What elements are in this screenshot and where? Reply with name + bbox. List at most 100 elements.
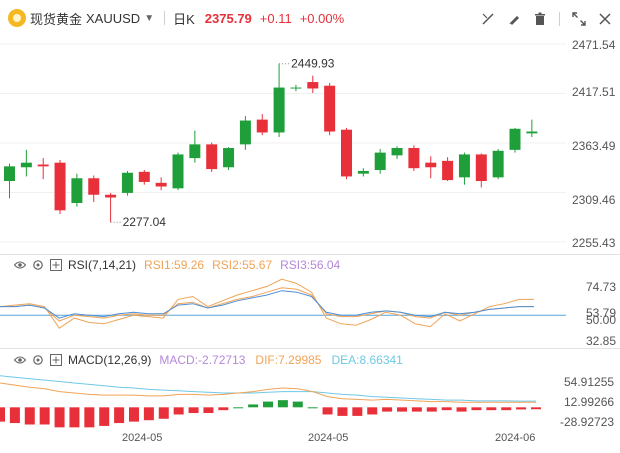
candle-body (155, 182, 167, 187)
delete-icon[interactable] (533, 12, 547, 26)
price-tick-label: 2309.46 (572, 193, 616, 207)
date-tick-label: 2024-05 (308, 432, 349, 444)
rsi-tick-label: 50.00 (586, 313, 617, 327)
macd-bar (337, 407, 348, 416)
dea-value: DEA:8.66341 (331, 353, 403, 367)
rsi1-value: RSI1:59.26 (144, 258, 205, 272)
rsi-chart[interactable] (0, 272, 566, 344)
macd-bar (143, 407, 154, 421)
candle-body (223, 148, 235, 168)
dif-value: DIF:7.29985 (255, 353, 322, 367)
macd-bar (233, 407, 244, 409)
date-tick-label: 2024-05 (122, 432, 163, 444)
symbol-selector[interactable]: XAUUSD (86, 10, 141, 26)
candle-body (4, 166, 15, 182)
candle-body (526, 131, 538, 134)
brush-icon[interactable] (507, 12, 521, 26)
macd-bar (39, 407, 50, 425)
candle-body (341, 129, 352, 177)
macd-bar (516, 407, 527, 410)
candle-body (357, 170, 369, 174)
macd-bar (441, 407, 452, 411)
toolbar (469, 12, 612, 26)
candlestick-chart[interactable]: 2449.93 2277.04 (0, 36, 566, 252)
macd-tick-label: 54.91255 (564, 375, 615, 389)
macd-tick-label: -28.92723 (560, 415, 615, 429)
rsi-tick-label: 53.79 (586, 306, 617, 320)
macd-bar (486, 407, 497, 411)
macd-bar (471, 407, 482, 411)
period-selector[interactable]: 日K (173, 11, 195, 27)
last-price: 2375.79 (204, 10, 252, 26)
macd-bar (9, 407, 20, 424)
macd-bar (129, 407, 139, 422)
candle-body (239, 120, 251, 145)
price-tick-label: 2255.43 (572, 236, 616, 250)
price-tick-label: 2471.54 (572, 38, 616, 52)
candle-body (307, 82, 319, 89)
candle-body (20, 162, 32, 168)
candle-body (290, 87, 302, 89)
price-tick-label: 2363.49 (572, 139, 616, 153)
macd-value: MACD:-2.72713 (159, 353, 246, 367)
settings-icon[interactable] (32, 259, 44, 271)
candle-body (475, 154, 487, 182)
candle-body (408, 148, 420, 169)
candle-body (138, 171, 150, 182)
rsi-title: RSI(7,14,21) (68, 258, 137, 272)
dea-line (0, 375, 536, 402)
candle-body (256, 119, 268, 133)
macd-bar (263, 401, 273, 408)
add-indicator-icon[interactable] (50, 354, 62, 366)
rsi3-value: RSI3:56.04 (280, 258, 341, 272)
macd-bar (24, 407, 35, 425)
chart-header: 现货黄金 XAUUSD ▼ 日K 2375.79 +0.11 +0.00% (0, 0, 620, 36)
date-tick-label: 2024-06 (495, 432, 536, 444)
candle-body (391, 148, 403, 156)
candle-body (71, 178, 83, 203)
macd-bar (54, 407, 65, 428)
rsi-tick-label: 32.85 (586, 334, 617, 348)
chevron-down-icon[interactable]: ▼ (144, 12, 155, 24)
price-change: +0.11 (259, 10, 292, 26)
macd-bar (99, 407, 110, 426)
macd-chart[interactable] (0, 368, 566, 428)
settings-icon[interactable] (32, 354, 44, 366)
macd-bar (367, 407, 378, 415)
macd-bar (248, 404, 259, 408)
candle-body (273, 87, 285, 133)
macd-bar (411, 407, 422, 412)
eye-icon[interactable] (14, 259, 26, 271)
candle-body (374, 152, 386, 171)
add-indicator-icon[interactable] (50, 259, 62, 271)
rsi-line-2 (0, 287, 534, 322)
toolbar-divider (559, 12, 560, 26)
candle-body (54, 162, 66, 211)
close-icon[interactable] (598, 12, 612, 26)
macd-bar (397, 407, 407, 412)
macd-bar (203, 407, 214, 414)
macd-bar (501, 407, 512, 411)
candle-body (458, 154, 470, 178)
macd-bar (322, 407, 333, 415)
eye-icon[interactable] (14, 354, 26, 366)
macd-bar (352, 407, 363, 416)
divider (164, 11, 166, 25)
rsi2-value: RSI2:55.67 (212, 258, 273, 272)
expand-icon[interactable] (572, 12, 586, 26)
candle-body (324, 85, 336, 132)
candle-body (172, 154, 184, 189)
macd-bar (114, 407, 125, 424)
price-tick-label: 2417.51 (572, 85, 616, 99)
macd-bar (158, 407, 169, 419)
draw-line-icon[interactable] (481, 12, 495, 26)
macd-title: MACD(12,26,9) (68, 353, 152, 367)
macd-tick-label: 12.99266 (564, 395, 615, 409)
macd-bar (307, 407, 318, 409)
macd-bar (277, 400, 288, 408)
instrument-group-name[interactable]: 现货黄金 (30, 11, 83, 27)
macd-bar (84, 407, 95, 428)
macd-bar (531, 407, 541, 410)
low-annotation: 2277.04 (123, 215, 167, 229)
pane-divider (0, 348, 620, 349)
